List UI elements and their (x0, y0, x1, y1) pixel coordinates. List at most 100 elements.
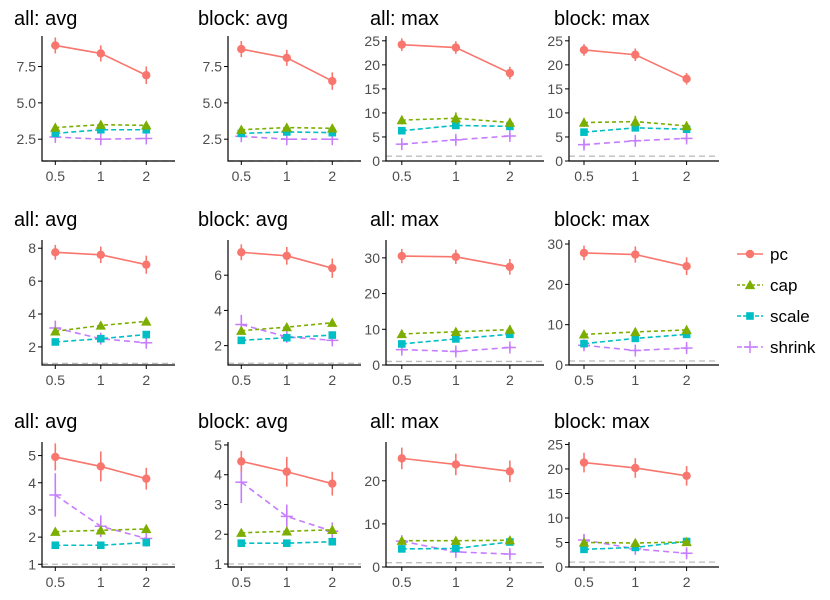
cap-series (50, 316, 152, 336)
x-tick-label: 2 (506, 168, 514, 184)
pc-point (451, 43, 461, 52)
cap-point (95, 525, 106, 535)
pc-series (579, 452, 691, 486)
y-tick-label: 10 (547, 510, 563, 526)
chart-panel: block: avg 1 2 3 4 5 0.5 1 2 (198, 411, 361, 590)
pc-point (631, 50, 640, 59)
x-tick-label: 2 (142, 372, 150, 388)
cap-point (95, 119, 106, 129)
pc-point (142, 260, 151, 269)
y-tick-label: 2.5 (17, 131, 37, 147)
pc-series (237, 41, 337, 90)
cap-point (236, 124, 247, 134)
shrink-point (503, 548, 516, 561)
cap-point (95, 320, 106, 330)
x-tick-label: 0.5 (232, 372, 252, 388)
scale-point (282, 539, 291, 547)
scale-point (282, 128, 291, 136)
cap-point (50, 122, 61, 132)
scale-point (328, 537, 337, 546)
cap-point (50, 526, 61, 536)
cap-point (630, 116, 641, 126)
scale-line (55, 333, 147, 343)
cap-point (327, 123, 338, 133)
x-tick-label: 0.5 (46, 574, 66, 590)
scale-line (55, 541, 147, 547)
y-tick-label: 5 (555, 534, 563, 550)
pc-series (51, 37, 151, 84)
pc-point (51, 41, 60, 50)
cap-point (450, 535, 462, 545)
x-tick-label: 2 (683, 168, 691, 184)
pc-point (328, 479, 337, 488)
pc-point (237, 44, 246, 54)
shrink-point (49, 488, 62, 501)
scale-line (401, 333, 510, 345)
cap-point (504, 535, 516, 545)
y-tick-label: 15 (547, 81, 563, 97)
y-tick-label: 4 (28, 475, 36, 491)
pc-point (51, 248, 60, 257)
pc-point (282, 467, 291, 476)
y-tick-label: 30 (547, 236, 563, 252)
x-tick-label: 0.5 (46, 372, 66, 388)
cap-point (281, 321, 292, 332)
cap-point (504, 117, 516, 127)
chart-panel: block: avg 2.5 5.0 7.5 0.5 1 2 (198, 8, 361, 184)
y-tick-label: 20 (364, 286, 380, 302)
shrink-point (680, 547, 693, 560)
scale-point (452, 121, 460, 130)
chart-panel: all: max 0 10 20 30 0.5 1 2 (364, 209, 544, 388)
scale-point (746, 312, 754, 320)
x-tick-label: 1 (631, 372, 639, 388)
pc-point (579, 248, 589, 258)
plus-icon (744, 341, 756, 353)
scale-point (328, 331, 337, 339)
scale-point (237, 539, 246, 547)
pc-point (96, 462, 105, 471)
pc-series (237, 244, 337, 278)
x-tick-label: 1 (452, 574, 460, 590)
legend-item-shrink: shrink (737, 338, 816, 357)
pc-point (631, 250, 640, 259)
x-tick-label: 1 (631, 168, 639, 184)
chart-panel: all: max 0 10 20 0.5 1 2 (364, 411, 544, 590)
y-tick-label: 20 (364, 57, 380, 73)
scale-series (51, 538, 151, 550)
shrink-series (395, 341, 516, 358)
cap-series (236, 524, 338, 537)
cap-point (630, 326, 641, 337)
y-tick-label: 7.5 (203, 59, 223, 75)
scale-point (580, 128, 588, 136)
x-tick-label: 0.5 (392, 168, 412, 184)
cap-series (236, 317, 338, 335)
y-tick-label: 4 (28, 306, 36, 322)
legend-item-pc: pc (737, 245, 788, 264)
y-tick-label: 5.0 (203, 95, 223, 111)
scale-series (237, 537, 337, 547)
shrink-point (449, 133, 462, 146)
pc-point (505, 68, 515, 78)
panel-title: block: avg (198, 8, 288, 30)
pc-series (51, 443, 151, 490)
pc-point (505, 262, 515, 271)
shrink-point (235, 476, 248, 489)
scale-point (142, 538, 151, 547)
shrink-point (680, 132, 693, 145)
cap-point (236, 527, 247, 537)
cap-point (141, 120, 152, 130)
y-tick-label: 3 (28, 502, 36, 518)
cap-point (396, 328, 407, 339)
panel-title: all: avg (14, 411, 77, 433)
cap-point (327, 317, 338, 327)
pc-point (328, 76, 337, 86)
cap-point (141, 316, 152, 326)
panel-title: block: max (554, 209, 650, 231)
x-tick-label: 2 (506, 574, 514, 590)
chart-panel: block: max 0 10 20 30 0.5 1 2 (547, 209, 719, 388)
scale-point (96, 334, 105, 343)
cap-point (281, 122, 292, 132)
x-tick-label: 0.5 (232, 168, 252, 184)
shrink-line (241, 323, 333, 342)
y-tick-label: 8 (28, 240, 36, 256)
